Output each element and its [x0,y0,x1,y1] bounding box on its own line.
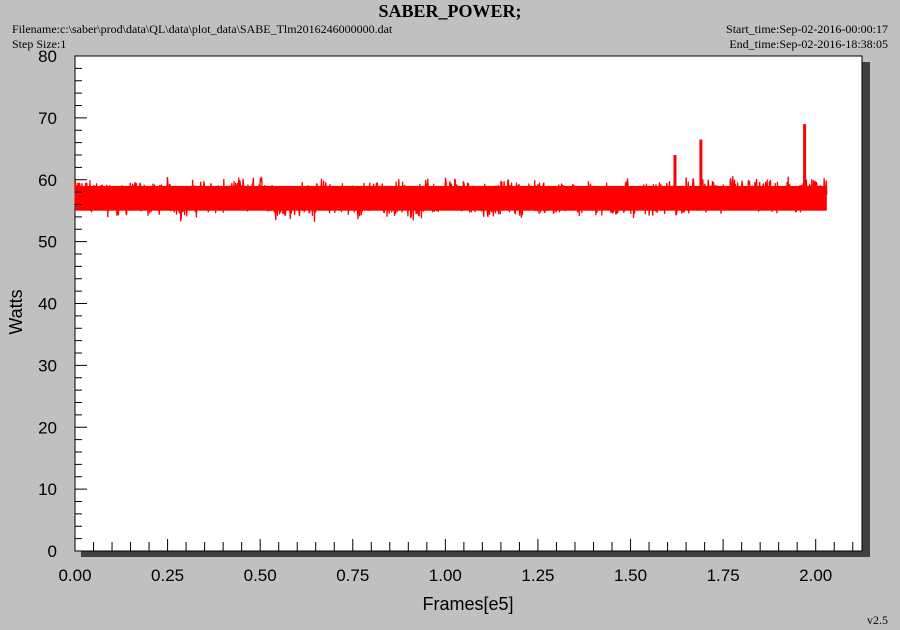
x-tick-label: 0.25 [151,566,184,585]
series-layer [74,124,828,222]
start-time-label: Start_time:Sep-02-2016-00:00:17 [726,22,888,36]
y-axis-label: Watts [6,289,26,334]
x-tick-label: 1.00 [429,566,462,585]
y-tick-label: 30 [38,356,57,375]
x-axis-label: Frames[e5] [422,594,513,614]
y-tick-label: 70 [38,109,57,128]
y-tick-label: 50 [38,233,57,252]
filename-label: Filename:c:\saber\prod\data\QL\data\plot… [12,22,393,36]
plot-area [74,55,863,552]
y-tick-label: 20 [38,418,57,437]
y-tick-label: 10 [38,480,57,499]
x-tick-label: 0.50 [244,566,277,585]
y-tick-label: 80 [38,47,57,66]
ticks-layer: 0.00 0.25 0.50 0.75 1.00 1.25 1.50 1.75 2.00 0 10 2… [38,47,854,585]
x-tick-label: 0.00 [58,566,91,585]
x-tick-label: 1.75 [707,566,740,585]
end-time-label: End_time:Sep-02-2016-18:38:05 [729,37,888,51]
x-tick-label: 1.25 [521,566,554,585]
chart-title: SABER_POWER; [378,1,522,21]
x-tick-label: 2.00 [799,566,832,585]
version-label: v2.5 [867,613,888,627]
x-tick-label: 0.75 [336,566,369,585]
y-tick-label: 60 [38,171,57,190]
power-series-band [75,185,827,211]
step-size-label: Step Size:1 [12,37,67,51]
y-tick-label: 0 [48,542,57,561]
x-tick-label: 1.50 [614,566,647,585]
y-tick-label: 40 [38,295,57,314]
